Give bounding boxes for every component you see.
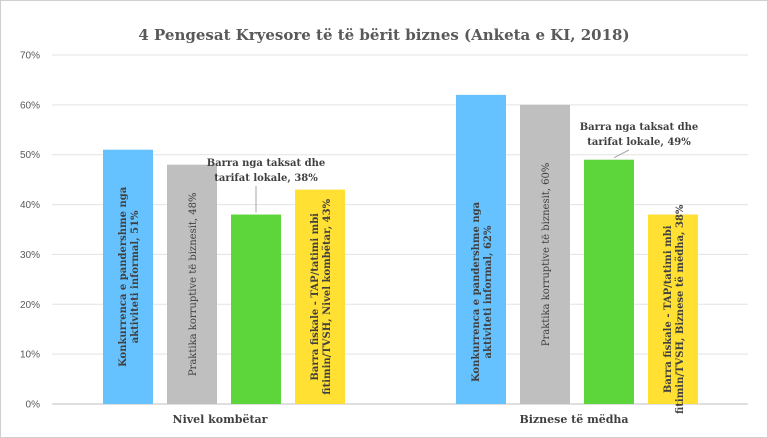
y-tick-label: 50% [20,150,40,161]
data-label: tarifat lokale, 49% [587,137,691,148]
data-label: Barra fiskale - TAP/tatimi mbi [663,225,674,393]
bar [167,164,217,404]
data-label: fitimin/TVSH, Nivel kombëtar, 43% [322,198,333,394]
data-label: aktiviteti informal, 51% [130,210,141,343]
data-label: Barra fiskale - TAP/tatimi mbi [310,213,321,381]
bar [584,159,634,404]
data-label: Konkurrenca e pandershme nga [471,201,482,382]
bar [231,214,281,404]
y-tick-label: 30% [20,250,40,261]
y-tick-label: 0% [26,400,41,411]
category-label: Biznese të mëdha [519,413,628,426]
chart-title: 4 Pengesat Kryesore të të bërit biznes (… [138,26,630,44]
bar [520,104,570,404]
data-label: Konkurrenca e pandershme nga [118,186,129,367]
bar [295,189,345,404]
bar [456,94,506,404]
data-label: Barra nga taksat dhe [580,122,699,133]
bar [103,149,153,404]
bar [648,214,698,404]
y-tick-label: 40% [20,200,40,211]
label-leader-line [613,149,630,159]
data-label: Praktika korruptive të biznesit, 48% [188,193,199,377]
y-tick-label: 70% [20,51,40,62]
y-tick-label: 20% [20,300,40,311]
data-label: fitimin/TVSH, Biznese të mëdha, 38% [675,204,686,414]
category-label: Nivel kombëtar [173,413,268,426]
data-label: tarifat lokale, 38% [214,173,318,184]
data-label: Praktika korruptive të biznesit, 60% [541,163,552,347]
data-label: aktiviteti informal, 62% [483,225,494,358]
data-label: Barra nga taksat dhe [207,158,326,169]
y-tick-label: 10% [20,350,40,361]
y-tick-label: 60% [20,100,40,111]
